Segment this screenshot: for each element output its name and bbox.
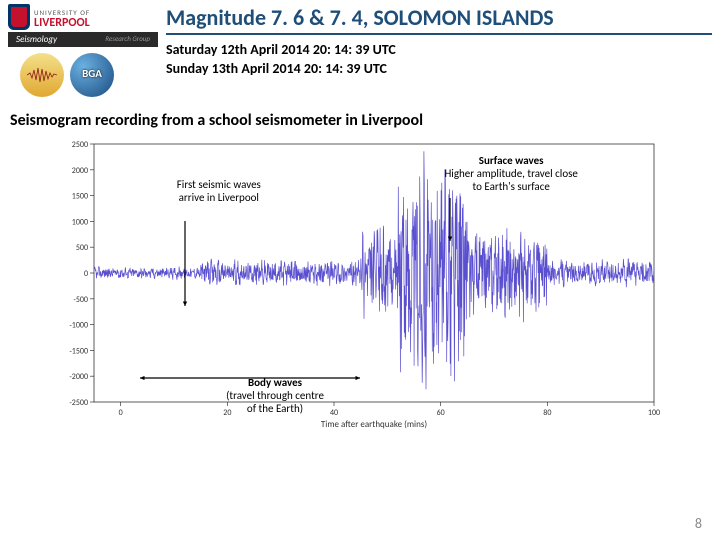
section-subhead: Seismogram recording from a school seism… bbox=[0, 97, 720, 136]
svg-text:2500: 2500 bbox=[72, 140, 88, 150]
svg-text:-1500: -1500 bbox=[69, 346, 88, 356]
seismogram-chart: -2500-2000-1500-1000-5000500100015002000… bbox=[40, 136, 680, 436]
svg-text:1500: 1500 bbox=[72, 192, 88, 202]
svg-text:Time after earthquake (mins): Time after earthquake (mins) bbox=[321, 419, 427, 430]
seismology-label: Seismology bbox=[16, 34, 57, 45]
logo-block: UNIVERSITY OF LIVERPOOL Seismology Resea… bbox=[8, 4, 158, 97]
svg-text:-2000: -2000 bbox=[69, 372, 88, 382]
bga-globe-icon bbox=[70, 53, 114, 97]
page-number: 8 bbox=[695, 515, 702, 532]
event-time-2: Sunday 13th April 2014 20: 14: 39 UTC bbox=[166, 60, 712, 79]
annotation-first-waves: First seismic wavesarrive in Liverpool bbox=[149, 178, 289, 204]
event-time-1: Saturday 12th April 2014 20: 14: 39 UTC bbox=[166, 41, 712, 60]
svg-text:500: 500 bbox=[76, 243, 88, 253]
annotation-surface-waves: Surface wavesHigher amplitude, travel cl… bbox=[411, 154, 611, 194]
page-title: Magnitude 7. 6 & 7. 4, SOLOMON ISLANDS bbox=[166, 4, 712, 35]
svg-text:-2500: -2500 bbox=[69, 398, 88, 408]
seismology-band: Seismology Research Group bbox=[8, 32, 158, 47]
title-block: Magnitude 7. 6 & 7. 4, SOLOMON ISLANDS S… bbox=[158, 4, 712, 79]
svg-text:60: 60 bbox=[437, 408, 445, 418]
shield-icon bbox=[8, 4, 30, 30]
header: UNIVERSITY OF LIVERPOOL Seismology Resea… bbox=[0, 0, 720, 97]
badge-row bbox=[8, 47, 158, 97]
svg-text:-500: -500 bbox=[73, 295, 88, 305]
svg-text:80: 80 bbox=[543, 408, 551, 418]
university-logo: UNIVERSITY OF LIVERPOOL bbox=[8, 4, 158, 30]
svg-text:2000: 2000 bbox=[72, 166, 88, 176]
seismic-badge-icon bbox=[20, 53, 64, 97]
event-times: Saturday 12th April 2014 20: 14: 39 UTC … bbox=[166, 41, 712, 79]
annotation-body-waves: Body waves(travel through centreof the E… bbox=[200, 376, 350, 416]
seismology-sub: Research Group bbox=[105, 34, 150, 45]
svg-text:1000: 1000 bbox=[72, 217, 88, 227]
svg-text:0: 0 bbox=[119, 408, 123, 418]
svg-text:-1000: -1000 bbox=[69, 321, 88, 331]
university-name: LIVERPOOL bbox=[34, 17, 90, 29]
svg-text:100: 100 bbox=[648, 408, 660, 418]
svg-text:0: 0 bbox=[84, 269, 88, 279]
